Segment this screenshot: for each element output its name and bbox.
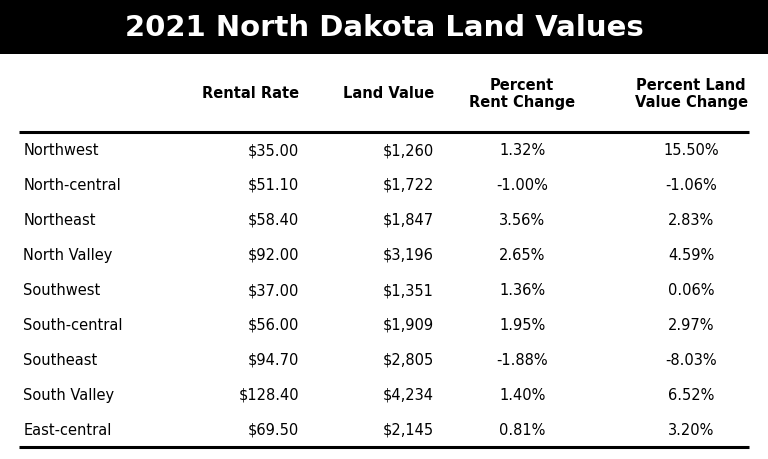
Text: South-central: South-central	[23, 317, 123, 332]
Text: 0.06%: 0.06%	[668, 282, 714, 297]
Text: $58.40: $58.40	[248, 213, 300, 228]
Text: 0.81%: 0.81%	[499, 422, 545, 437]
Text: 1.32%: 1.32%	[499, 143, 545, 157]
Text: North-central: North-central	[23, 178, 121, 193]
Text: 3.20%: 3.20%	[668, 422, 714, 437]
Text: Southeast: Southeast	[23, 352, 98, 367]
Text: $69.50: $69.50	[248, 422, 300, 437]
Text: $1,351: $1,351	[383, 282, 434, 297]
Text: 1.40%: 1.40%	[499, 387, 545, 402]
Text: South Valley: South Valley	[23, 387, 114, 402]
Text: Northwest: Northwest	[23, 143, 99, 157]
Text: $1,909: $1,909	[382, 317, 434, 332]
Text: $94.70: $94.70	[248, 352, 300, 367]
Text: 1.95%: 1.95%	[499, 317, 545, 332]
Text: North Valley: North Valley	[23, 247, 113, 263]
Text: $4,234: $4,234	[382, 387, 434, 402]
Text: Northeast: Northeast	[23, 213, 96, 228]
Text: 4.59%: 4.59%	[668, 247, 714, 263]
Text: $2,145: $2,145	[382, 422, 434, 437]
Text: 3.56%: 3.56%	[499, 213, 545, 228]
Text: 15.50%: 15.50%	[664, 143, 719, 157]
Text: $51.10: $51.10	[248, 178, 300, 193]
Text: -8.03%: -8.03%	[665, 352, 717, 367]
Text: Percent
Rent Change: Percent Rent Change	[469, 78, 575, 110]
Text: $2,805: $2,805	[382, 352, 434, 367]
Text: $35.00: $35.00	[248, 143, 300, 157]
Text: -1.06%: -1.06%	[665, 178, 717, 193]
Text: 2021 North Dakota Land Values: 2021 North Dakota Land Values	[124, 13, 644, 41]
Text: $1,847: $1,847	[382, 213, 434, 228]
Text: Southwest: Southwest	[23, 282, 101, 297]
Text: 2.97%: 2.97%	[668, 317, 714, 332]
Text: $3,196: $3,196	[383, 247, 434, 263]
Text: 2.83%: 2.83%	[668, 213, 714, 228]
Text: $1,260: $1,260	[382, 143, 434, 157]
Text: $128.40: $128.40	[239, 387, 300, 402]
Bar	[0, 0, 768, 55]
Text: $92.00: $92.00	[248, 247, 300, 263]
Text: Rental Rate: Rental Rate	[202, 86, 300, 101]
Text: 1.36%: 1.36%	[499, 282, 545, 297]
Text: $37.00: $37.00	[248, 282, 300, 297]
Text: Land Value: Land Value	[343, 86, 434, 101]
Text: 2.65%: 2.65%	[499, 247, 545, 263]
Text: -1.00%: -1.00%	[496, 178, 548, 193]
Text: $1,722: $1,722	[382, 178, 434, 193]
Text: $56.00: $56.00	[248, 317, 300, 332]
Text: 6.52%: 6.52%	[668, 387, 714, 402]
Text: Percent Land
Value Change: Percent Land Value Change	[634, 78, 748, 110]
Text: East-central: East-central	[23, 422, 111, 437]
Text: -1.88%: -1.88%	[496, 352, 548, 367]
